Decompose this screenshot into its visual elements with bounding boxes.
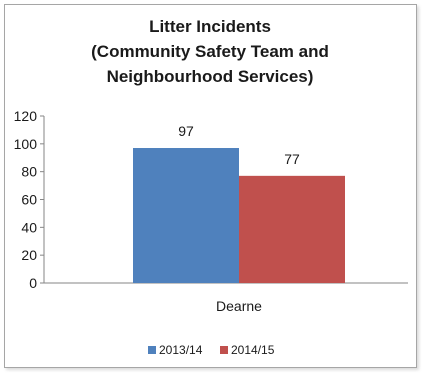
- y-tick-label: 100: [14, 136, 38, 152]
- y-tick-label: 20: [21, 247, 37, 263]
- category-label: Dearne: [216, 298, 262, 314]
- legend: 2013/14 2014/15: [148, 343, 275, 357]
- y-tick-label: 80: [21, 164, 37, 180]
- legend-label: 2014/15: [231, 343, 275, 357]
- data-label: 77: [284, 151, 300, 167]
- y-tick-label: 60: [21, 192, 37, 208]
- y-tick-label: 120: [14, 108, 38, 124]
- bars: 97 77 Dearne: [133, 123, 345, 314]
- y-tick-label: 0: [29, 275, 37, 291]
- legend-swatch: [148, 346, 156, 354]
- legend-label: 2013/14: [159, 343, 203, 357]
- chart-title-line-3: Neighbourhood Services): [106, 67, 314, 86]
- bar-2013-14: [133, 148, 239, 283]
- chart-title-line-2: (Community Safety Team and: [91, 42, 329, 61]
- chart-title: Litter Incidents (Community Safety Team …: [60, 14, 360, 89]
- bar-2014-15: [239, 175, 345, 283]
- data-label: 97: [178, 123, 194, 139]
- y-tick-label: 40: [21, 219, 37, 235]
- legend-swatch: [220, 346, 228, 354]
- chart-title-line-1: Litter Incidents: [149, 17, 271, 36]
- axes: 0 20 40 60 80 100 120: [14, 108, 408, 291]
